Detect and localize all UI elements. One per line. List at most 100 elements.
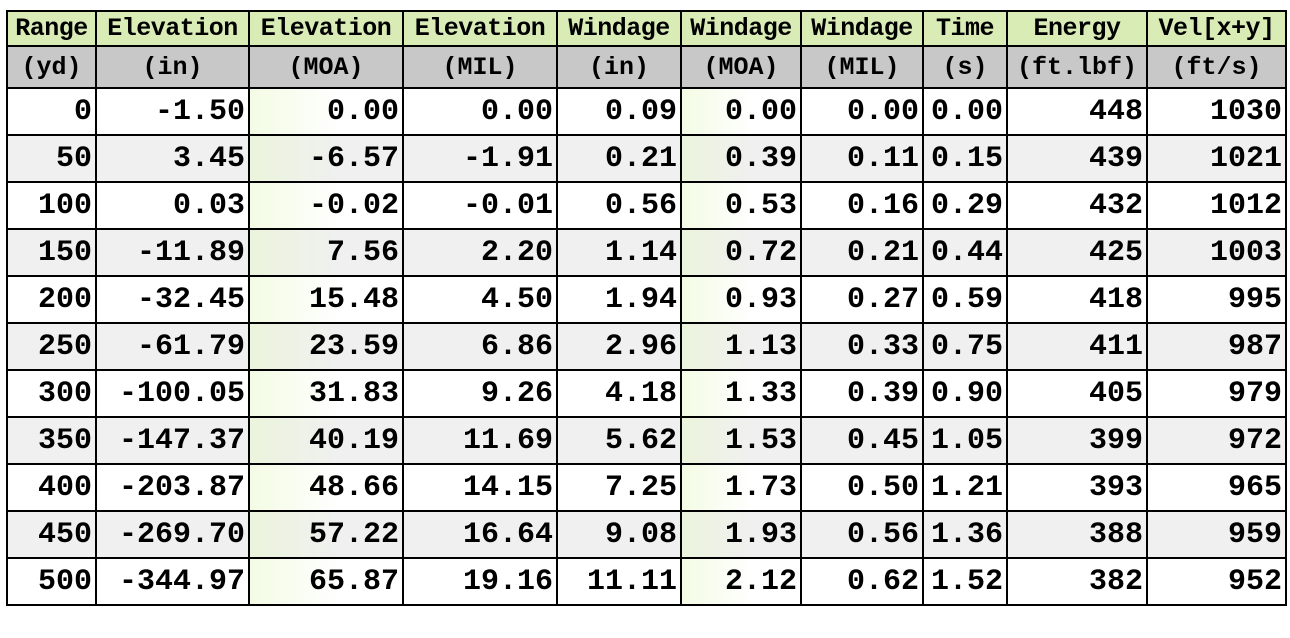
data-cell: 0.33 xyxy=(800,322,924,371)
data-cell: 1.33 xyxy=(680,369,802,418)
data-cell: -0.01 xyxy=(402,181,558,230)
data-cell: -61.79 xyxy=(95,322,250,371)
data-cell: 4.18 xyxy=(556,369,682,418)
data-cell: 393 xyxy=(1006,463,1148,512)
data-cell: -100.05 xyxy=(95,369,250,418)
data-cell: 0.56 xyxy=(556,181,682,230)
header-cell: Windage xyxy=(556,10,682,47)
table-body: Range Elevation Elevation Elevation Windage W… xyxy=(6,10,1287,606)
data-cell: 5.62 xyxy=(556,416,682,465)
data-cell: -203.87 xyxy=(95,463,250,512)
header-cell: Elevation xyxy=(95,10,250,47)
unit-cell: (in) xyxy=(95,45,250,89)
data-cell: 7.56 xyxy=(248,228,404,277)
data-cell: 19.16 xyxy=(402,557,558,606)
data-cell: 0.21 xyxy=(556,134,682,183)
data-cell: 382 xyxy=(1006,557,1148,606)
unit-cell: (ft.lbf) xyxy=(1006,45,1148,89)
unit-cell: (MIL) xyxy=(800,45,924,89)
data-cell: 995 xyxy=(1146,275,1287,324)
data-cell: 11.11 xyxy=(556,557,682,606)
data-cell: -1.91 xyxy=(402,134,558,183)
data-cell: 0.03 xyxy=(95,181,250,230)
data-cell: 50 xyxy=(6,134,97,183)
data-cell: 1.05 xyxy=(922,416,1008,465)
unit-cell: (ft/s) xyxy=(1146,45,1287,89)
data-cell: 9.08 xyxy=(556,510,682,559)
data-cell: 1.36 xyxy=(922,510,1008,559)
data-cell: 14.15 xyxy=(402,463,558,512)
data-cell: 0.00 xyxy=(402,87,558,136)
header-cell: Range xyxy=(6,10,97,47)
header-row: Range Elevation Elevation Elevation Windage W… xyxy=(6,10,1287,47)
data-cell: 200 xyxy=(6,275,97,324)
data-cell: 0.53 xyxy=(680,181,802,230)
data-cell: 1.13 xyxy=(680,322,802,371)
data-cell: 300 xyxy=(6,369,97,418)
data-cell: 16.64 xyxy=(402,510,558,559)
data-row: 250 -61.79 23.59 6.86 2.96 1.13 0.33 0.75 411 987 xyxy=(6,322,1287,371)
unit-cell: (MOA) xyxy=(680,45,802,89)
data-cell: 1.93 xyxy=(680,510,802,559)
data-cell: 3.45 xyxy=(95,134,250,183)
data-cell: 418 xyxy=(1006,275,1148,324)
data-cell: 1.21 xyxy=(922,463,1008,512)
data-cell: 1021 xyxy=(1146,134,1287,183)
data-cell: 0.15 xyxy=(922,134,1008,183)
data-cell: 0.11 xyxy=(800,134,924,183)
data-cell: 0.59 xyxy=(922,275,1008,324)
data-cell: 1.53 xyxy=(680,416,802,465)
data-cell: 388 xyxy=(1006,510,1148,559)
data-cell: 0.93 xyxy=(680,275,802,324)
data-cell: 1.52 xyxy=(922,557,1008,606)
data-cell: -6.57 xyxy=(248,134,404,183)
data-cell: 0.00 xyxy=(800,87,924,136)
data-cell: 400 xyxy=(6,463,97,512)
header-cell: Energy xyxy=(1006,10,1148,47)
data-cell: 150 xyxy=(6,228,97,277)
data-cell: -32.45 xyxy=(95,275,250,324)
header-cell: Time xyxy=(922,10,1008,47)
data-cell: 450 xyxy=(6,510,97,559)
data-cell: 11.69 xyxy=(402,416,558,465)
data-cell: 1.94 xyxy=(556,275,682,324)
data-cell: 31.83 xyxy=(248,369,404,418)
data-cell: 432 xyxy=(1006,181,1148,230)
data-cell: 23.59 xyxy=(248,322,404,371)
data-cell: 0.21 xyxy=(800,228,924,277)
data-cell: 987 xyxy=(1146,322,1287,371)
data-cell: 405 xyxy=(1006,369,1148,418)
header-cell: Windage xyxy=(680,10,802,47)
data-row: 350 -147.37 40.19 11.69 5.62 1.53 0.45 1.05 399 9… xyxy=(6,416,1287,465)
data-cell: 952 xyxy=(1146,557,1287,606)
data-cell: 500 xyxy=(6,557,97,606)
data-cell: -344.97 xyxy=(95,557,250,606)
unit-cell: (MOA) xyxy=(248,45,404,89)
data-cell: 0.50 xyxy=(800,463,924,512)
data-cell: 7.25 xyxy=(556,463,682,512)
data-cell: 0 xyxy=(6,87,97,136)
data-cell: 399 xyxy=(1006,416,1148,465)
data-cell: -147.37 xyxy=(95,416,250,465)
data-cell: 0.45 xyxy=(800,416,924,465)
units-row: (yd) (in) (MOA) (MIL) (in) (MOA) (MIL) (s) (ft.l… xyxy=(6,45,1287,89)
data-cell: -1.50 xyxy=(95,87,250,136)
data-cell: 0.44 xyxy=(922,228,1008,277)
header-cell: Windage xyxy=(800,10,924,47)
data-cell: 0.00 xyxy=(922,87,1008,136)
data-cell: 1003 xyxy=(1146,228,1287,277)
data-cell: 965 xyxy=(1146,463,1287,512)
data-cell: 411 xyxy=(1006,322,1148,371)
data-cell: 48.66 xyxy=(248,463,404,512)
data-row: 150 -11.89 7.56 2.20 1.14 0.72 0.21 0.44 425 1003 xyxy=(6,228,1287,277)
data-cell: 2.12 xyxy=(680,557,802,606)
data-cell: 0.00 xyxy=(248,87,404,136)
data-cell: 1.14 xyxy=(556,228,682,277)
data-cell: 0.39 xyxy=(800,369,924,418)
data-row: 300 -100.05 31.83 9.26 4.18 1.33 0.39 0.90 405 97… xyxy=(6,369,1287,418)
data-cell: 0.09 xyxy=(556,87,682,136)
data-cell: 57.22 xyxy=(248,510,404,559)
data-cell: 0.62 xyxy=(800,557,924,606)
data-row: 450 -269.70 57.22 16.64 9.08 1.93 0.56 1.36 388 9… xyxy=(6,510,1287,559)
